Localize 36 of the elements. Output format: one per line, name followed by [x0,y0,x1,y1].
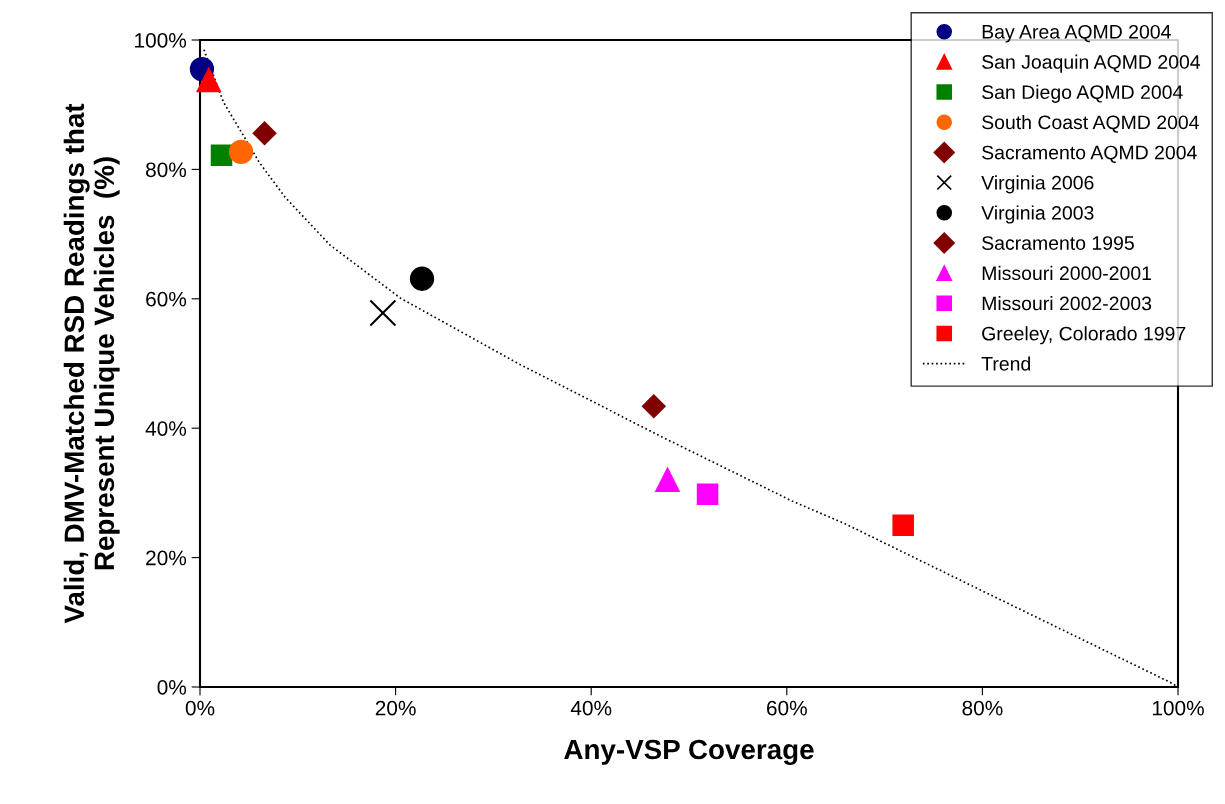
point [409,266,435,291]
y-axis-title: Valid, DMV-Matched RSD Readings that Represent Unique Vehicles (%) [63,103,120,624]
point [228,139,254,165]
y-tick-label: 60% [146,291,187,307]
point [369,299,397,327]
x-tick-label: 40% [570,700,612,716]
legend-label: Virginia 2003 [981,205,1094,224]
point [641,394,666,419]
legend-label: Missouri 2000-2001 [982,265,1152,281]
y-tick-label: 20% [146,550,187,566]
legend-label: Sacramento AQMD 2004 [982,145,1197,163]
point [655,467,680,493]
legend-label: South Coast AQMD 2004 [982,114,1199,133]
legend-label: Sacramento 1995 [982,236,1134,250]
x-tick-label: 100% [1152,700,1204,716]
x-tick-label: 0% [185,700,215,716]
y-tick-label: 40% [145,421,187,436]
point [892,514,914,537]
legend-label: Bay Area AQMD 2004 [982,24,1171,43]
legend-label: San Diego AQMD 2004 [982,84,1183,103]
legend-label: Missouri 2002-2003 [982,296,1152,311]
legend-label: Trend [981,356,1030,371]
point [210,144,233,166]
y-tick-label: 0% [157,680,187,695]
legend-label: Virginia 2006 [981,175,1094,194]
x-axis-title: Any-VSP Coverage [564,739,814,765]
point [252,121,277,146]
x-tick-label: 60% [767,700,807,716]
y-tick-label: 100% [135,33,187,48]
point [196,67,221,93]
point [696,483,719,505]
x-tick-label: 80% [962,700,1003,716]
legend-label: San Joaquin AQMD 2004 [982,54,1201,73]
x-tick-label: 20% [375,700,416,716]
y-tick-label: 80% [146,162,187,178]
legend-label: Greeley, Colorado 1997 [982,326,1186,345]
